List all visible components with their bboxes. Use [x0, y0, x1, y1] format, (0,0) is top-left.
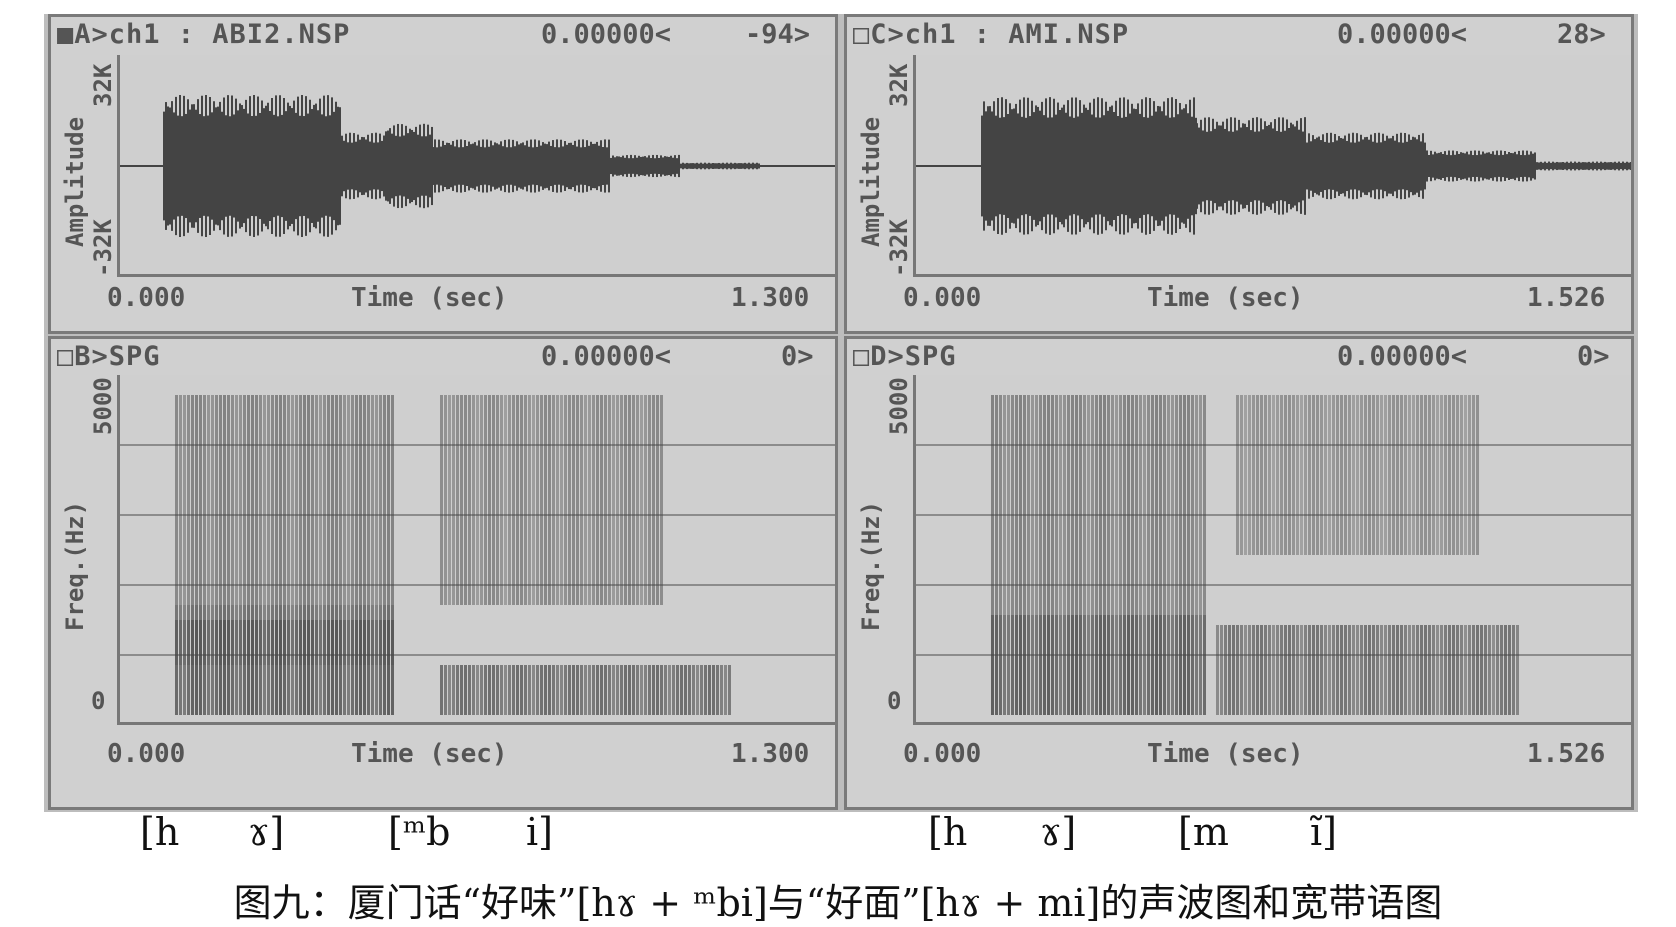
- segment-left-h: [h: [140, 810, 180, 854]
- panel-c-x-end: 1.526: [1527, 283, 1606, 313]
- panel-d-cursor-value: 0.00000<: [1337, 341, 1468, 372]
- panel-d-plot-area[interactable]: [913, 375, 1631, 725]
- panel-b-y-min: 0: [91, 687, 106, 715]
- panel-d-y-label: Freq.(Hz): [857, 500, 885, 631]
- panel-c-cursor-offset: 28>: [1557, 19, 1606, 50]
- panel-a-y-label: Amplitude: [61, 116, 89, 247]
- panel-c-y-min: -32K: [885, 219, 913, 277]
- panel-b-cursor-offset: 0>: [781, 341, 814, 372]
- segment-right-m: [m: [1178, 810, 1229, 854]
- panel-d-title: □D>SPG: [853, 341, 957, 372]
- panel-d-spectrogram-image: [916, 395, 1631, 715]
- panel-b-cursor-value: 0.00000<: [541, 341, 672, 372]
- panel-a-x-label: Time (sec): [351, 283, 508, 313]
- panel-a-cursor-value: 0.00000<: [541, 19, 672, 50]
- panel-c-waveform[interactable]: □C>ch1 : AMI.NSP 0.00000< 28> Amplitude …: [844, 14, 1634, 334]
- speech-analysis-window: ■A>ch1 : ABI2.NSP 0.00000< -94> Amplitud…: [44, 14, 1638, 812]
- panel-c-plot-area[interactable]: [913, 55, 1631, 277]
- panel-c-x-label: Time (sec): [1147, 283, 1304, 313]
- panel-b-spectrogram[interactable]: □B>SPG 0.00000< 0> Freq.(Hz) 5000 0 0.00…: [48, 336, 838, 810]
- segment-left-mb: [ᵐb: [388, 810, 451, 854]
- panel-b-title: □B>SPG: [57, 341, 161, 372]
- panel-d-x-end: 1.526: [1527, 739, 1606, 769]
- panel-c-cursor-value: 0.00000<: [1337, 19, 1468, 50]
- panel-a-title: ■A>ch1 : ABI2.NSP: [57, 19, 351, 50]
- panel-a-waveform[interactable]: ■A>ch1 : ABI2.NSP 0.00000< -94> Amplitud…: [48, 14, 838, 334]
- panel-d-y-min: 0: [887, 687, 902, 715]
- panel-a-x-start: 0.000: [107, 283, 186, 313]
- panel-b-y-label: Freq.(Hz): [61, 500, 89, 631]
- panel-a-y-min: -32K: [89, 219, 117, 277]
- panel-d-x-start: 0.000: [903, 739, 982, 769]
- panel-d-cursor-offset: 0>: [1577, 341, 1610, 372]
- panel-b-plot-area[interactable]: [117, 375, 835, 725]
- panel-b-y-max: 5000: [89, 377, 117, 435]
- panel-d-spectrogram[interactable]: □D>SPG 0.00000< 0> Freq.(Hz) 5000 0 0.00…: [844, 336, 1634, 810]
- panel-b-spectrogram-image: [120, 395, 835, 715]
- panel-a-plot-area[interactable]: [117, 55, 835, 277]
- panel-c-y-max: 32K: [885, 63, 913, 107]
- segment-left-gamma: ɤ]: [248, 810, 285, 854]
- segment-right-i-nasal: ĩ]: [1310, 810, 1337, 854]
- panel-a-x-end: 1.300: [731, 283, 810, 313]
- segment-right-gamma: ɤ]: [1040, 810, 1077, 854]
- panel-c-x-start: 0.000: [903, 283, 982, 313]
- panel-b-x-start: 0.000: [107, 739, 186, 769]
- panel-c-title: □C>ch1 : AMI.NSP: [853, 19, 1130, 50]
- panel-b-x-label: Time (sec): [351, 739, 508, 769]
- segment-left-i: i]: [526, 810, 553, 854]
- panel-c-waveform-trace: [916, 97, 1631, 235]
- panel-a-cursor-offset: -94>: [745, 19, 811, 50]
- segment-right-h: [h: [928, 810, 968, 854]
- panel-a-y-max: 32K: [89, 63, 117, 107]
- figure-caption: 图九：厦门话“好味”[hɤ + ᵐbi]与“好面”[hɤ + mi]的声波图和宽…: [233, 881, 1443, 925]
- panel-d-x-label: Time (sec): [1147, 739, 1304, 769]
- panel-a-waveform-trace: [120, 94, 835, 238]
- panel-d-y-max: 5000: [885, 377, 913, 435]
- panel-c-y-label: Amplitude: [857, 116, 885, 247]
- panel-b-x-end: 1.300: [731, 739, 810, 769]
